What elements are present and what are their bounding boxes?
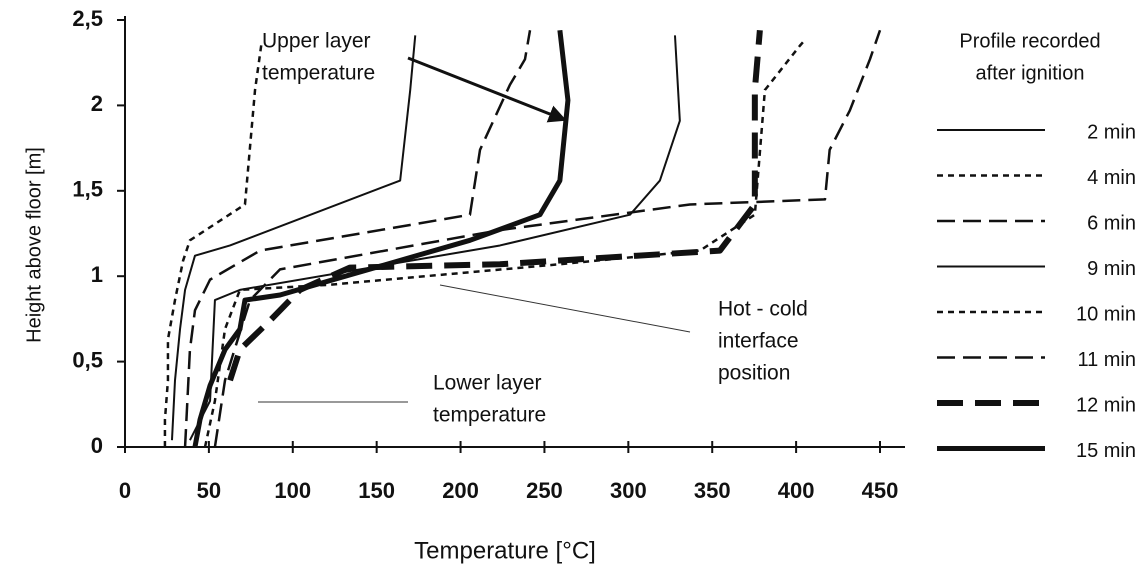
annotation: Upper layer [262, 30, 371, 53]
annotation: position [718, 362, 790, 385]
y-tick-label: 2,5 [72, 6, 103, 31]
x-tick-label: 50 [197, 478, 221, 503]
legend-label: 2 min [1087, 121, 1136, 143]
profile-line [189, 35, 681, 441]
profile-line [227, 29, 763, 382]
legend-label: 10 min [1076, 303, 1136, 325]
profile-line [183, 30, 532, 448]
annotation: Hot - cold [718, 298, 808, 321]
legend-label: 12 min [1076, 394, 1136, 416]
y-tick-label: 0 [91, 433, 103, 458]
x-tick-label: 400 [778, 478, 815, 503]
y-tick-label: 0,5 [72, 347, 103, 372]
legend-label: 11 min [1077, 349, 1136, 371]
y-axis-title: Height above floor [m] [23, 147, 45, 343]
profile-line [213, 29, 882, 448]
x-tick-label: 450 [862, 478, 899, 503]
x-tick-label: 200 [442, 478, 479, 503]
y-tick-label: 2 [91, 91, 103, 116]
annotation: Lower layer [433, 372, 542, 395]
legend-title: Profile recorded [959, 30, 1100, 52]
legend-title: after ignition [976, 62, 1085, 84]
profile-line [163, 40, 264, 447]
x-tick-label: 350 [694, 478, 731, 503]
profile-line [192, 29, 571, 448]
x-axis-title: Temperature [°C] [414, 537, 596, 564]
annotation: interface [718, 330, 799, 353]
x-tick-label: 150 [358, 478, 395, 503]
y-tick-label: 1,5 [72, 177, 103, 202]
y-tick-label: 1 [91, 262, 103, 287]
annotation-arrow [407, 56, 567, 123]
x-tick-label: 0 [119, 478, 131, 503]
x-tick-label: 250 [526, 478, 563, 503]
legend-label: 4 min [1087, 167, 1136, 189]
annotation: temperature [433, 404, 546, 427]
annotation-leader [439, 284, 691, 333]
profile-line [170, 35, 417, 441]
annotation: temperature [262, 62, 375, 85]
x-tick-label: 300 [610, 478, 647, 503]
legend-label: 15 min [1076, 440, 1136, 462]
legend-label: 6 min [1087, 212, 1136, 234]
legend-label: 9 min [1087, 258, 1136, 280]
x-tick-label: 100 [274, 478, 311, 503]
